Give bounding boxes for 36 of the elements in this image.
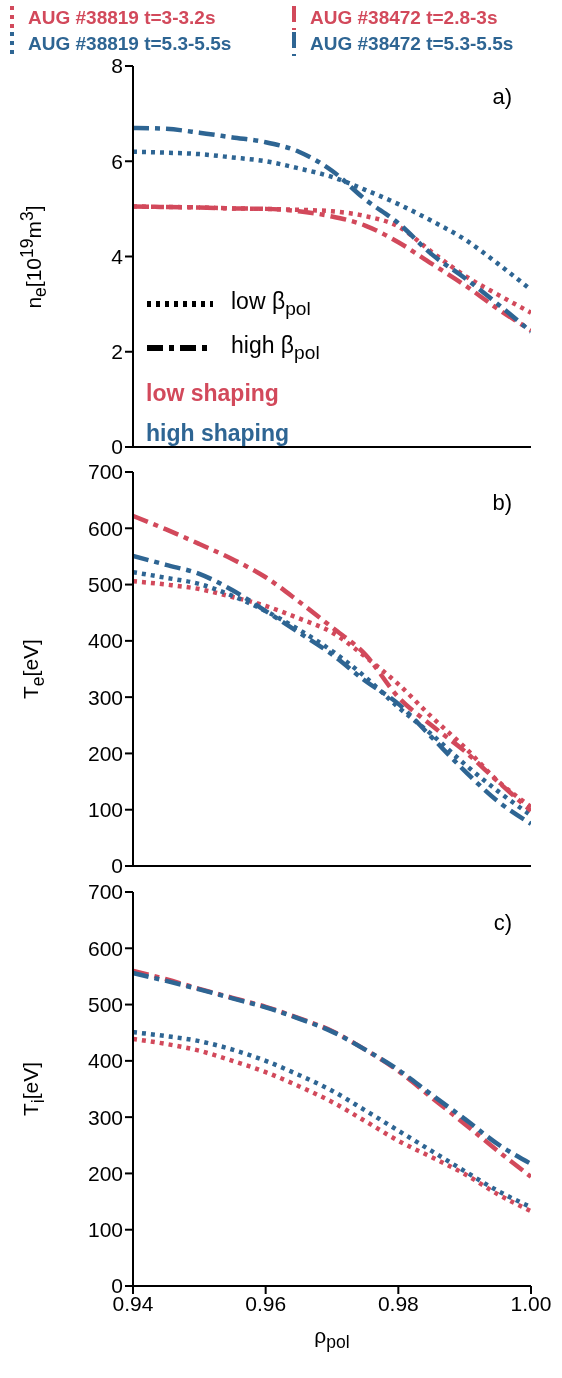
x-axis-title: ρ$_{pol}$ [314,1324,350,1354]
y-tick-label: 100 [87,1218,123,1242]
y-tick-label: 0 [111,1274,123,1298]
annotation: low β$_{pol}$ [231,288,311,320]
y-tick-label: 500 [87,993,123,1017]
y-tick-label: 200 [87,741,123,765]
annotation: high shaping [146,420,290,447]
y-tick-label: 600 [87,516,123,540]
y-tick-label: 6 [111,149,123,173]
x-tick-label: 0.96 [245,1291,287,1315]
y-tick-label: 400 [87,1049,123,1073]
y-tick-label: 300 [87,1105,123,1129]
y-tick-label: 100 [87,798,123,822]
y-tick-label: 2 [111,340,123,364]
annotation: low shaping [146,380,279,407]
y-tick-label: 600 [87,936,123,960]
legend-label: AUG #38819 t=3-3.2s [28,7,216,29]
y-tick-label: 500 [87,573,123,597]
y-tick-label: 0 [111,435,123,459]
annotation: c) [493,910,512,936]
y-tick-label: 400 [87,629,123,653]
legend-label: AUG #38819 t=5.3-5.5s [28,33,232,55]
x-tick-label: 1.00 [510,1291,552,1315]
y-tick-label: 4 [111,244,124,268]
x-tick-label: 0.98 [377,1291,419,1315]
annotation: b) [492,490,512,516]
y-tick-label: 200 [87,1161,123,1185]
y-tick-label: 0 [111,854,123,878]
y-tick-label: 700 [87,880,123,904]
legend-label: AUG #38472 t=2.8-3s [310,7,498,29]
legend-label: AUG #38472 t=5.3-5.5s [310,33,514,55]
y-tick-label: 700 [87,460,123,484]
y-tick-label: 300 [87,685,123,709]
annotation: a) [492,84,512,110]
y-tick-label: 8 [111,54,123,78]
annotation: high β$_{pol}$ [231,332,320,364]
